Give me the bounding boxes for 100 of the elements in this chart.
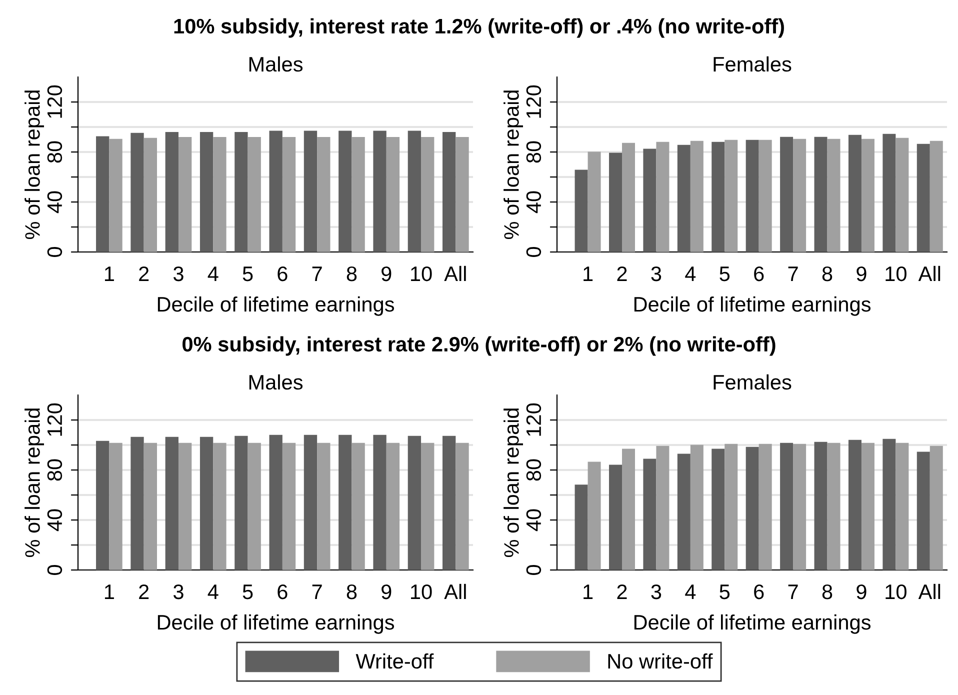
bar: [677, 144, 690, 252]
x-tick-label: 3: [173, 266, 184, 282]
x-tick-label: 7: [788, 584, 798, 599]
bar: [643, 458, 656, 570]
x-tick-label: 10: [886, 266, 906, 282]
text: 10% subsidy, interest rate 1.2% (write-off) or .4% (no write-off): [174, 18, 784, 38]
bar: [96, 440, 110, 570]
bar: [827, 138, 840, 252]
x-tick-label: 1: [584, 584, 593, 599]
y-tick-label: 40: [526, 191, 542, 214]
bar: [758, 140, 772, 252]
bar: [656, 446, 670, 570]
x-tick-label: 1: [584, 266, 593, 281]
bar: [200, 436, 214, 570]
bar: [724, 444, 738, 570]
y-tick-label: 120: [526, 85, 542, 118]
bar: [690, 140, 704, 252]
bar: [780, 442, 794, 570]
x-tick-label: 6: [278, 266, 288, 282]
bar: [421, 442, 434, 570]
x-tick-label: 3: [651, 584, 662, 600]
x-axis-title: Decile of lifetime earnings: [158, 614, 394, 634]
bar: [234, 436, 248, 570]
bar: [248, 442, 261, 570]
bar: [746, 140, 759, 252]
bar: [724, 140, 738, 252]
chart-title: Females: [714, 374, 792, 390]
x-tick-label: All: [444, 584, 466, 599]
bar: [269, 434, 282, 570]
bar: [896, 442, 909, 570]
bar: [656, 142, 670, 252]
x-tick-label: 5: [720, 584, 730, 600]
bar: [848, 440, 862, 570]
x-tick-label: 8: [822, 266, 832, 282]
bar: [609, 464, 622, 570]
x-axis-title: Decile of lifetime earnings: [634, 614, 871, 634]
bar: [165, 436, 178, 570]
x-axis-title: Decile of lifetime earnings: [634, 296, 871, 316]
x-tick-label: 6: [278, 584, 288, 600]
bar: [456, 442, 469, 570]
x-tick-label: 7: [788, 266, 798, 281]
bar: [712, 142, 725, 252]
y-tick-label: 0: [526, 565, 542, 575]
bar: [317, 442, 330, 570]
bar: [896, 138, 909, 252]
bar: [574, 484, 588, 570]
x-tick-label: 2: [139, 266, 149, 281]
bar: [352, 442, 365, 570]
x-tick-label: 4: [685, 584, 696, 599]
bar: [213, 442, 226, 570]
bar: [588, 152, 601, 252]
x-tick-label: 9: [856, 584, 866, 600]
text: 0% subsidy, interest rate 2.9% (write-off) or 2% (no write-off): [182, 336, 776, 356]
x-tick-label: 2: [617, 584, 627, 599]
bar: [144, 442, 157, 570]
x-tick-label: 8: [822, 584, 832, 600]
bar: [386, 442, 400, 570]
bar: [882, 438, 896, 570]
bar: [574, 170, 588, 252]
x-tick-label: 6: [754, 266, 764, 282]
bar: [130, 436, 144, 570]
x-tick-label: 4: [685, 266, 696, 281]
bar: [588, 462, 601, 570]
x-tick-label: 8: [346, 266, 357, 282]
bar: [677, 454, 690, 570]
bar: [712, 448, 725, 570]
y-tick-label: 40: [47, 191, 62, 214]
legend-label: No write-off: [608, 653, 713, 669]
bar: [338, 434, 352, 570]
bar: [916, 144, 930, 252]
y-tick-label: 120: [47, 85, 62, 118]
x-tick-label: 2: [139, 584, 149, 599]
chart-title: Males: [249, 56, 303, 72]
bar: [690, 444, 704, 570]
y-tick-label: 120: [526, 403, 542, 436]
x-tick-label: All: [444, 266, 466, 281]
x-tick-label: 4: [208, 266, 218, 281]
x-tick-label: 5: [720, 266, 730, 282]
y-tick-label: 0: [526, 247, 542, 257]
chart-title: Males: [249, 374, 303, 390]
bar: [758, 444, 772, 570]
bar: [622, 142, 635, 252]
y-tick-label: 120: [47, 403, 62, 436]
bar: [442, 436, 456, 570]
bar: [814, 442, 828, 570]
bar: [882, 134, 896, 252]
x-tick-label: 9: [856, 266, 866, 282]
y-tick-label: 0: [47, 565, 62, 575]
bar: [282, 442, 296, 570]
bar: [178, 442, 192, 570]
x-tick-label: 1: [104, 584, 114, 599]
bar: [930, 140, 943, 252]
chart-title: Females: [714, 56, 792, 72]
y-axis-title: % of loan repaid: [24, 90, 44, 240]
x-tick-label: 1: [104, 266, 114, 281]
legend-label: Write-off: [356, 653, 434, 669]
x-tick-label: 3: [651, 266, 662, 282]
bar: [643, 148, 656, 252]
x-tick-label: 8: [346, 584, 357, 600]
bar: [848, 134, 862, 252]
